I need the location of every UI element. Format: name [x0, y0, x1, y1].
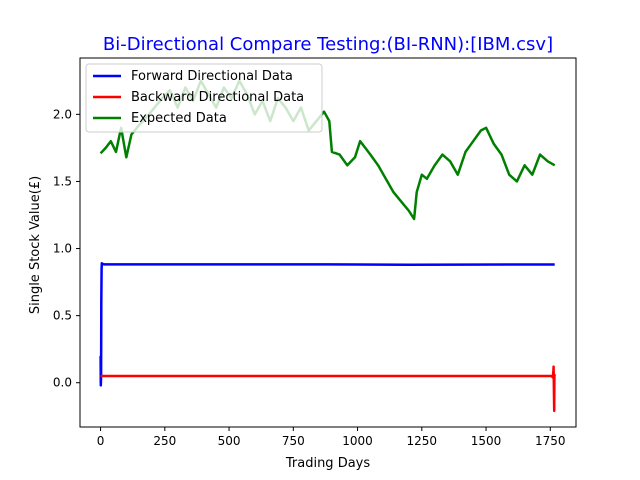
x-tick-label: 250: [153, 434, 176, 448]
x-axis-label: Trading Days: [285, 456, 370, 471]
y-tick-label: 1.0: [53, 242, 72, 256]
y-tick-label: 0.5: [53, 309, 72, 323]
x-tick-label: 500: [218, 434, 241, 448]
series-line-2: [100, 365, 556, 413]
x-tick-label: 1000: [342, 434, 373, 448]
legend-label-2: Backward Directional Data: [131, 90, 304, 105]
legend: Forward Directional Data Backward Directi…: [85, 63, 323, 133]
legend-label-1: Forward Directional Data: [131, 69, 293, 84]
y-tick-label: 0.0: [53, 376, 72, 390]
series-line-1: [99, 262, 555, 387]
x-tick-label: 1250: [407, 434, 438, 448]
y-tick-label: 2.0: [53, 107, 72, 121]
x-tick-label: 750: [282, 434, 305, 448]
y-tick-label: 1.5: [53, 174, 72, 188]
legend-label-3: Expected Data: [131, 111, 227, 126]
x-tick-label: 1750: [535, 434, 566, 448]
x-tick-label: 0: [97, 434, 105, 448]
y-axis-label: Single Stock Value(£): [28, 176, 43, 314]
x-tick-label: 1500: [471, 434, 502, 448]
axes-frame: [79, 57, 577, 428]
legend-box: [85, 63, 323, 133]
chart-title: Bi-Directional Compare Testing:(BI-RNN):…: [103, 34, 553, 55]
